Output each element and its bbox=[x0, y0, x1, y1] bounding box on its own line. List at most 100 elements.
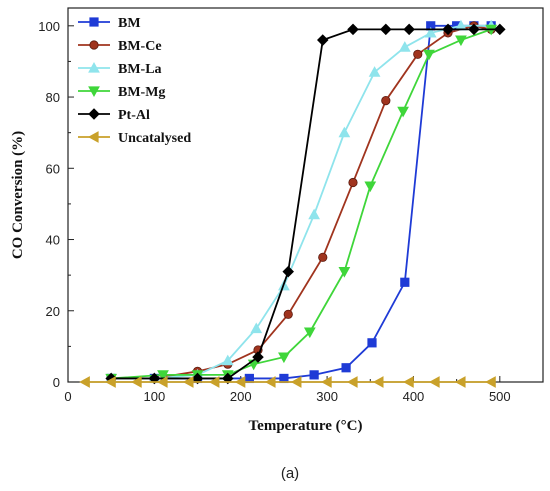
data-point bbox=[318, 252, 328, 262]
data-point bbox=[283, 309, 293, 319]
legend-item: Uncatalysed bbox=[78, 131, 191, 146]
legend: BM BM-Ce BM-La BM-Mg Pt-Al Uncatalysed bbox=[78, 16, 191, 146]
data-point bbox=[423, 49, 435, 61]
data-point bbox=[372, 376, 384, 388]
x-tick-label: 400 bbox=[403, 389, 425, 404]
series-bm bbox=[106, 21, 496, 384]
legend-label: Uncatalysed bbox=[118, 131, 191, 146]
data-point bbox=[454, 376, 466, 388]
data-point bbox=[413, 49, 423, 59]
data-point bbox=[485, 376, 496, 388]
y-tick-label: 100 bbox=[38, 19, 60, 34]
data-point bbox=[341, 363, 351, 373]
data-point bbox=[309, 370, 319, 380]
legend-label: BM-Mg bbox=[118, 85, 165, 100]
data-point bbox=[338, 266, 351, 278]
legend-item: Pt-Al bbox=[78, 108, 150, 123]
series-bm-ce bbox=[106, 21, 496, 384]
data-point bbox=[157, 370, 169, 381]
data-point bbox=[234, 376, 246, 388]
data-point bbox=[338, 126, 351, 138]
data-point bbox=[191, 372, 204, 385]
data-point bbox=[221, 354, 234, 366]
series-line bbox=[111, 24, 492, 380]
data-point bbox=[250, 322, 263, 334]
x-tick-label: 500 bbox=[489, 389, 511, 404]
legend-marker bbox=[89, 17, 99, 27]
series-layer bbox=[79, 19, 506, 388]
data-point bbox=[364, 181, 377, 193]
series-line bbox=[111, 24, 492, 380]
series-uncatalysed bbox=[79, 376, 496, 388]
data-point bbox=[424, 26, 437, 38]
data-point bbox=[282, 265, 294, 278]
data-point bbox=[455, 35, 467, 47]
legend-marker bbox=[88, 86, 100, 98]
series-line bbox=[111, 24, 492, 380]
data-point bbox=[398, 41, 411, 52]
data-point bbox=[105, 376, 116, 388]
data-point bbox=[380, 23, 392, 36]
x-axis: 0 100 200 300 400 500 bbox=[64, 376, 511, 404]
legend-label: BM bbox=[118, 16, 141, 31]
x-tick-label: 100 bbox=[144, 389, 166, 404]
series-line bbox=[111, 28, 500, 380]
data-point bbox=[442, 23, 454, 36]
data-point bbox=[79, 376, 90, 388]
data-point bbox=[494, 23, 506, 36]
x-tick-label: 200 bbox=[230, 389, 252, 404]
data-point bbox=[321, 376, 332, 388]
y-tick-label: 40 bbox=[46, 233, 60, 248]
legend-marker bbox=[88, 61, 100, 73]
x-axis-title: Temperature (°C) bbox=[249, 418, 363, 434]
legend-label: Pt-Al bbox=[118, 108, 150, 123]
data-point bbox=[148, 372, 161, 385]
data-point bbox=[403, 376, 414, 388]
legend-marker bbox=[89, 40, 99, 50]
legend-label: BM-Ce bbox=[118, 39, 162, 54]
x-tick-label: 300 bbox=[316, 389, 338, 404]
x-tick-label: 0 bbox=[64, 389, 71, 404]
series-pt-al bbox=[105, 23, 506, 385]
data-point bbox=[222, 372, 234, 385]
legend-item: BM-La bbox=[78, 61, 162, 77]
data-point bbox=[290, 376, 302, 388]
legend-marker bbox=[88, 108, 100, 120]
data-point bbox=[397, 106, 409, 118]
series-bm-la bbox=[105, 19, 498, 384]
panel-label: (a) bbox=[281, 465, 299, 482]
data-point bbox=[308, 208, 321, 220]
series-bm-mg bbox=[105, 24, 498, 385]
data-point bbox=[317, 34, 329, 46]
data-point bbox=[468, 23, 480, 36]
data-point bbox=[400, 277, 410, 287]
data-point bbox=[403, 23, 415, 36]
series-line bbox=[111, 28, 492, 380]
y-tick-label: 60 bbox=[46, 161, 60, 176]
y-tick-label: 20 bbox=[46, 304, 60, 319]
legend-item: BM bbox=[78, 16, 141, 31]
data-point bbox=[264, 376, 276, 388]
y-axis-title: CO Conversion (%) bbox=[10, 131, 26, 259]
data-point bbox=[346, 376, 358, 388]
data-point bbox=[303, 327, 316, 339]
data-point bbox=[252, 351, 264, 363]
legend-marker bbox=[87, 131, 99, 143]
data-point bbox=[182, 376, 194, 388]
data-point bbox=[367, 338, 377, 348]
data-point bbox=[429, 376, 440, 388]
y-tick-label: 80 bbox=[46, 90, 60, 105]
data-point bbox=[347, 23, 359, 36]
y-tick-label: 0 bbox=[53, 375, 60, 390]
data-point bbox=[208, 376, 220, 388]
data-point bbox=[131, 376, 142, 388]
legend-label: BM-La bbox=[118, 62, 162, 77]
data-point bbox=[368, 66, 381, 77]
data-point bbox=[381, 96, 391, 106]
y-axis: 0 20 40 60 80 100 bbox=[38, 19, 74, 390]
legend-item: BM-Ce bbox=[78, 39, 162, 54]
legend-item: BM-Mg bbox=[78, 85, 165, 100]
data-point bbox=[348, 177, 358, 188]
data-point bbox=[156, 376, 168, 388]
